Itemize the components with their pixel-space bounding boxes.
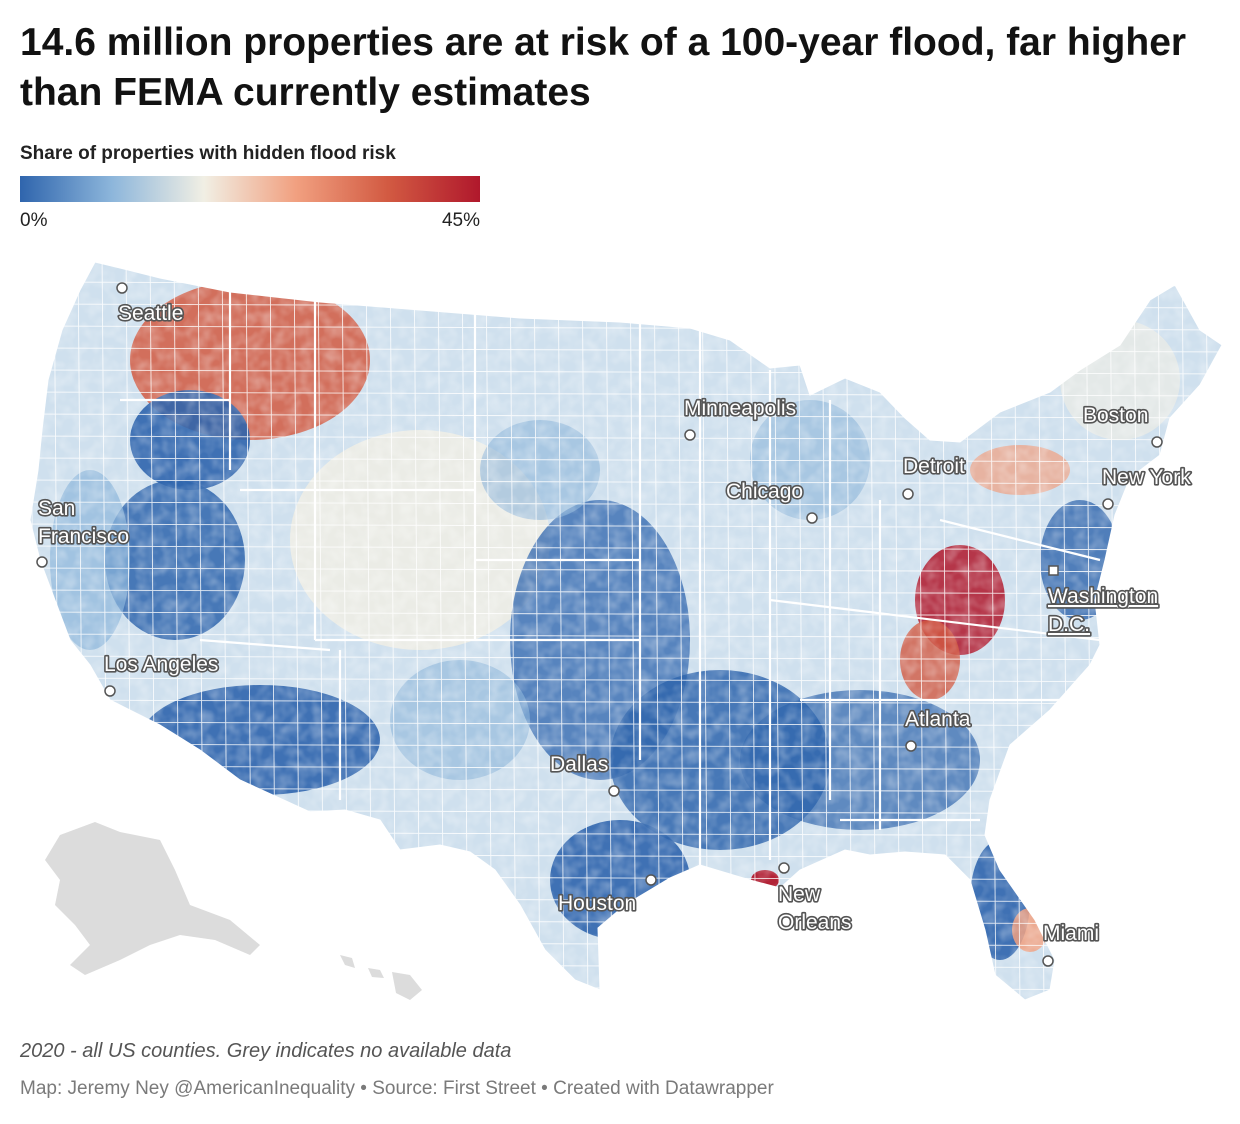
city-label-houston: Houston (558, 892, 636, 915)
city-label-washington-2: D.C. (1048, 613, 1090, 636)
city-label-dallas: Dallas (550, 753, 608, 776)
city-label-san-francisco-2: Francisco (38, 525, 129, 548)
legend-max-label: 45% (441, 210, 480, 231)
city-houston: Houston (556, 874, 657, 917)
city-san-francisco: San Francisco (36, 495, 131, 568)
city-seattle: Seattle (116, 282, 185, 327)
city-new-york: New York (1100, 464, 1193, 510)
city-label-new-orleans-2: Orleans (778, 911, 852, 934)
city-label-atlanta: Atlanta (905, 708, 971, 731)
city-los-angeles: Los Angeles (102, 651, 220, 697)
city-miami: Miami (1041, 920, 1101, 967)
city-markers: Seattle San Francisco Los Angeles Minnea… (36, 282, 1193, 967)
legend-title: Share of properties with hidden flood ri… (20, 143, 396, 164)
city-boston: Boston (1081, 402, 1163, 448)
city-label-chicago: Chicago (726, 480, 803, 503)
city-label-detroit: Detroit (903, 455, 965, 478)
city-chicago: Chicago (724, 478, 818, 524)
city-label-miami: Miami (1043, 922, 1099, 945)
state-boundary (769, 598, 1101, 642)
city-label-boston: Boston (1083, 404, 1148, 427)
alaska-shape (45, 822, 260, 975)
city-label-new-york: New York (1102, 466, 1191, 489)
city-label-new-orleans-1: New (778, 883, 821, 906)
city-label-minneapolis: Minneapolis (684, 397, 796, 420)
state-boundary (199, 638, 331, 652)
city-atlanta: Atlanta (903, 706, 972, 752)
city-new-orleans: New Orleans (776, 862, 853, 936)
city-dallas: Dallas (548, 751, 620, 797)
map-byline: Map: Jeremy Ney @AmericanInequality • So… (20, 1078, 774, 1099)
legend-gradient-bar (20, 176, 480, 202)
color-legend: Share of properties with hidden flood ri… (20, 142, 490, 234)
state-boundary (939, 518, 1101, 562)
city-label-san-francisco-1: San (38, 497, 75, 520)
hawaii-shape (340, 955, 422, 1000)
city-label-los-angeles: Los Angeles (104, 653, 218, 676)
us-county-flood-risk-map: Seattle San Francisco Los Angeles Minnea… (29, 261, 1223, 1001)
city-label-washington-1: Washington (1048, 585, 1158, 608)
city-washington-dc: Washington D.C. (1046, 565, 1160, 638)
city-detroit: Detroit (901, 453, 967, 500)
map-notes: 2020 - all US counties. Grey indicates n… (20, 1040, 512, 1062)
city-minneapolis: Minneapolis (682, 395, 798, 441)
city-label-seattle: Seattle (118, 302, 183, 325)
legend-min-label: 0% (20, 210, 48, 231)
chart-title: 14.6 million properties are at risk of a… (20, 21, 1187, 114)
